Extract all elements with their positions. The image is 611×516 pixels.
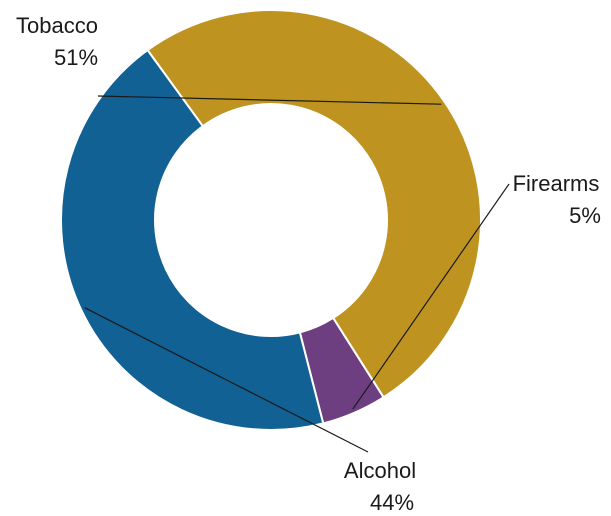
slice-tobacco	[146, 9, 482, 399]
label-alcohol-name: Alcohol	[344, 458, 416, 483]
label-alcohol-percent: 44%	[370, 490, 414, 515]
label-tobacco-percent: 51%	[54, 45, 98, 70]
label-tobacco-name: Tobacco	[16, 13, 98, 38]
label-firearms-percent: 5%	[569, 203, 601, 228]
slice-alcohol	[60, 48, 325, 431]
leader-line-firearms	[352, 183, 510, 410]
leader-line-tobacco	[97, 95, 442, 105]
label-firearms-name: Firearms	[513, 171, 600, 196]
leader-lines-group	[84, 95, 510, 453]
slices-group	[60, 9, 482, 431]
leader-line-alcohol	[84, 307, 369, 453]
